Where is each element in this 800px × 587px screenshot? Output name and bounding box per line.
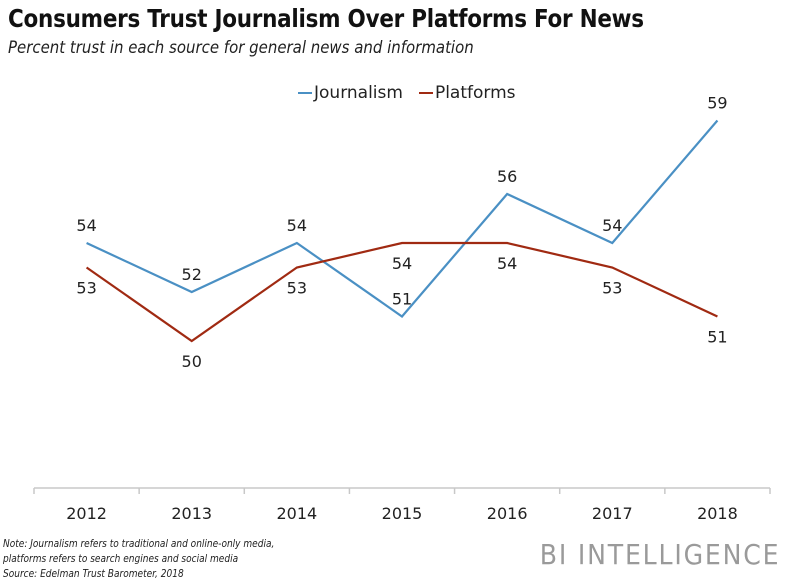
x-tick-label: 2018 bbox=[697, 504, 738, 523]
legend-label-platforms: Platforms bbox=[434, 83, 516, 103]
series-line-platforms bbox=[85, 241, 718, 343]
data-label-journalism: 51 bbox=[392, 290, 412, 309]
x-tick-label: 2012 bbox=[66, 504, 107, 523]
source-line: Source: Edelman Trust Barometer, 2018 bbox=[3, 567, 184, 580]
series-line-journalism bbox=[86, 119, 719, 318]
data-label-platforms: 54 bbox=[497, 254, 517, 273]
data-label-platforms: 53 bbox=[602, 279, 622, 298]
data-label-platforms: 54 bbox=[392, 254, 412, 273]
legend-swatch-platforms bbox=[418, 92, 433, 94]
x-tick-label: 2013 bbox=[171, 504, 212, 523]
legend-item-journalism: Journalism bbox=[298, 83, 403, 103]
legend: Journalism Platforms bbox=[298, 83, 532, 103]
chart-title: Consumers Trust Journalism Over Platform… bbox=[8, 4, 644, 33]
footnote-line-2: platforms refers to search engines and s… bbox=[3, 552, 239, 565]
data-label-journalism: 54 bbox=[76, 216, 96, 235]
x-tick-label: 2015 bbox=[382, 504, 423, 523]
x-tick-label: 2014 bbox=[276, 504, 317, 523]
data-label-journalism: 54 bbox=[287, 216, 307, 235]
data-label-journalism: 56 bbox=[497, 167, 517, 186]
footnote: Note: Journalism refers to traditional a… bbox=[3, 536, 274, 581]
x-tick-label: 2017 bbox=[592, 504, 633, 523]
chart-subtitle: Percent trust in each source for general… bbox=[8, 38, 474, 58]
legend-swatch-journalism bbox=[298, 92, 312, 94]
data-label-platforms: 50 bbox=[182, 352, 202, 371]
footnote-line-1: Note: Journalism refers to traditional a… bbox=[3, 537, 275, 550]
legend-item-platforms: Platforms bbox=[418, 83, 516, 103]
legend-label-journalism: Journalism bbox=[314, 83, 403, 103]
data-label-journalism: 54 bbox=[602, 216, 622, 235]
x-tick-label: 2016 bbox=[487, 504, 528, 523]
data-label-platforms: 53 bbox=[287, 279, 307, 298]
data-label-journalism: 59 bbox=[707, 94, 727, 113]
data-label-platforms: 53 bbox=[76, 279, 96, 298]
brand-logo: BI INTELLIGENCE bbox=[539, 538, 780, 571]
data-label-journalism: 52 bbox=[182, 265, 202, 284]
data-label-platforms: 51 bbox=[707, 328, 727, 347]
